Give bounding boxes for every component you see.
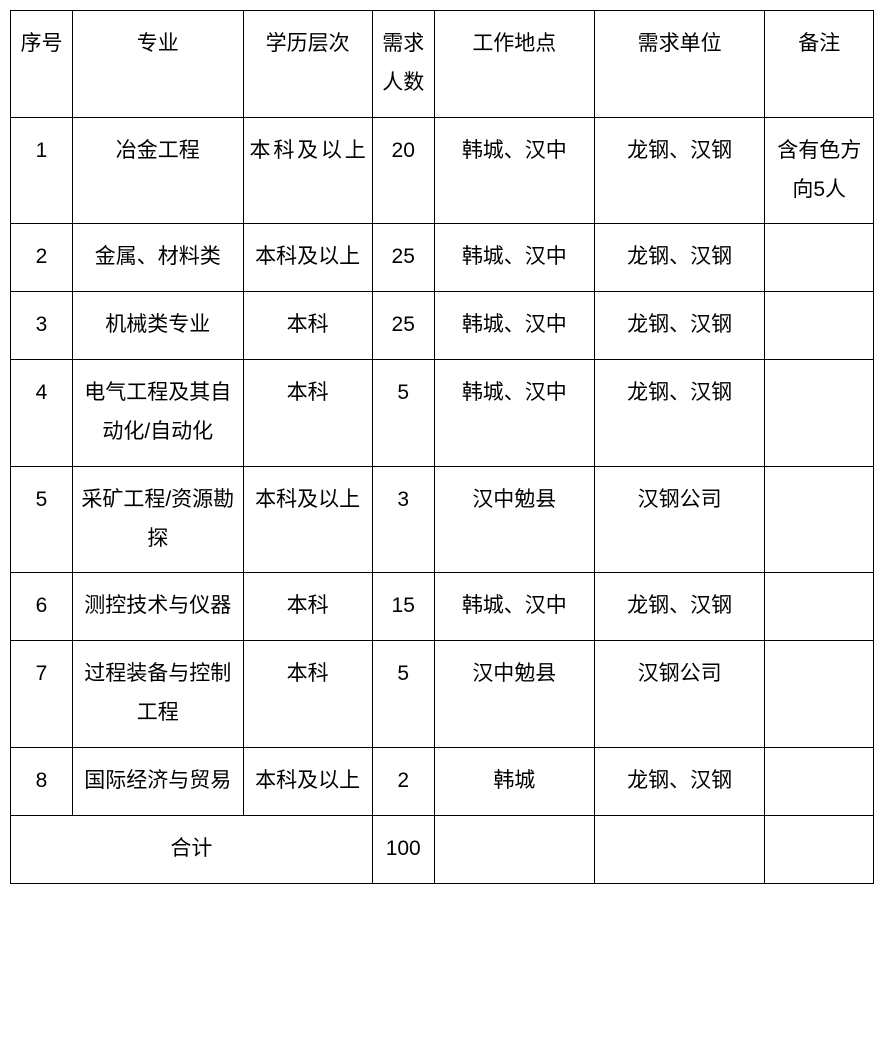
cell-major: 冶金工程 [73,117,244,224]
cell-remark [765,573,874,641]
header-row: 序号 专业 学历层次 需求人数 工作地点 需求单位 备注 [11,11,874,118]
cell-remark [765,466,874,573]
footer-label: 合计 [11,815,373,883]
cell-seq: 8 [11,747,73,815]
cell-seq: 4 [11,360,73,467]
cell-count: 15 [372,573,434,641]
cell-major: 国际经济与贸易 [73,747,244,815]
header-seq: 序号 [11,11,73,118]
cell-major: 测控技术与仪器 [73,573,244,641]
header-unit: 需求单位 [594,11,765,118]
cell-major: 采矿工程/资源勘探 [73,466,244,573]
cell-count: 3 [372,466,434,573]
cell-location: 汉中勉县 [434,466,594,573]
cell-unit: 汉钢公司 [594,466,765,573]
cell-edu: 本科及以上 [243,224,372,292]
cell-count: 5 [372,360,434,467]
cell-unit: 龙钢、汉钢 [594,747,765,815]
table-row: 6测控技术与仪器本科15韩城、汉中龙钢、汉钢 [11,573,874,641]
table-row: 5采矿工程/资源勘探本科及以上3汉中勉县汉钢公司 [11,466,874,573]
table-body: 1冶金工程本科及以上20韩城、汉中龙钢、汉钢含有色方向5人2金属、材料类本科及以… [11,117,874,815]
cell-location: 韩城 [434,747,594,815]
cell-edu: 本科及以上 [243,747,372,815]
header-location: 工作地点 [434,11,594,118]
cell-remark [765,360,874,467]
cell-major: 金属、材料类 [73,224,244,292]
cell-seq: 2 [11,224,73,292]
footer-total: 100 [372,815,434,883]
cell-seq: 1 [11,117,73,224]
cell-remark [765,641,874,748]
cell-location: 韩城、汉中 [434,224,594,292]
cell-count: 5 [372,641,434,748]
cell-edu: 本科及以上 [243,466,372,573]
table-row: 2金属、材料类本科及以上25韩城、汉中龙钢、汉钢 [11,224,874,292]
cell-unit: 龙钢、汉钢 [594,224,765,292]
table-row: 7过程装备与控制工程本科5汉中勉县汉钢公司 [11,641,874,748]
recruitment-table: 序号 专业 学历层次 需求人数 工作地点 需求单位 备注 1冶金工程本科及以上2… [10,10,874,884]
cell-unit: 汉钢公司 [594,641,765,748]
cell-remark: 含有色方向5人 [765,117,874,224]
cell-unit: 龙钢、汉钢 [594,117,765,224]
cell-major: 过程装备与控制工程 [73,641,244,748]
cell-count: 20 [372,117,434,224]
table-row: 1冶金工程本科及以上20韩城、汉中龙钢、汉钢含有色方向5人 [11,117,874,224]
table-header: 序号 专业 学历层次 需求人数 工作地点 需求单位 备注 [11,11,874,118]
cell-seq: 5 [11,466,73,573]
cell-major: 电气工程及其自动化/自动化 [73,360,244,467]
header-count: 需求人数 [372,11,434,118]
cell-seq: 3 [11,292,73,360]
table-footer: 合计 100 [11,815,874,883]
cell-edu: 本科 [243,641,372,748]
cell-unit: 龙钢、汉钢 [594,360,765,467]
cell-edu: 本科 [243,360,372,467]
cell-location: 汉中勉县 [434,641,594,748]
cell-unit: 龙钢、汉钢 [594,292,765,360]
cell-count: 2 [372,747,434,815]
cell-location: 韩城、汉中 [434,117,594,224]
cell-location: 韩城、汉中 [434,292,594,360]
cell-location: 韩城、汉中 [434,360,594,467]
cell-seq: 7 [11,641,73,748]
cell-count: 25 [372,224,434,292]
table-row: 4电气工程及其自动化/自动化本科5韩城、汉中龙钢、汉钢 [11,360,874,467]
header-edu: 学历层次 [243,11,372,118]
header-remark: 备注 [765,11,874,118]
footer-blank-3 [765,815,874,883]
cell-edu: 本科 [243,292,372,360]
cell-unit: 龙钢、汉钢 [594,573,765,641]
header-major: 专业 [73,11,244,118]
cell-location: 韩城、汉中 [434,573,594,641]
table-row: 3机械类专业本科25韩城、汉中龙钢、汉钢 [11,292,874,360]
cell-seq: 6 [11,573,73,641]
footer-blank-1 [434,815,594,883]
cell-remark [765,224,874,292]
cell-edu: 本科 [243,573,372,641]
footer-blank-2 [594,815,765,883]
cell-count: 25 [372,292,434,360]
footer-row: 合计 100 [11,815,874,883]
cell-edu: 本科及以上 [243,117,372,224]
table-row: 8国际经济与贸易本科及以上2韩城龙钢、汉钢 [11,747,874,815]
cell-major: 机械类专业 [73,292,244,360]
cell-remark [765,292,874,360]
cell-remark [765,747,874,815]
